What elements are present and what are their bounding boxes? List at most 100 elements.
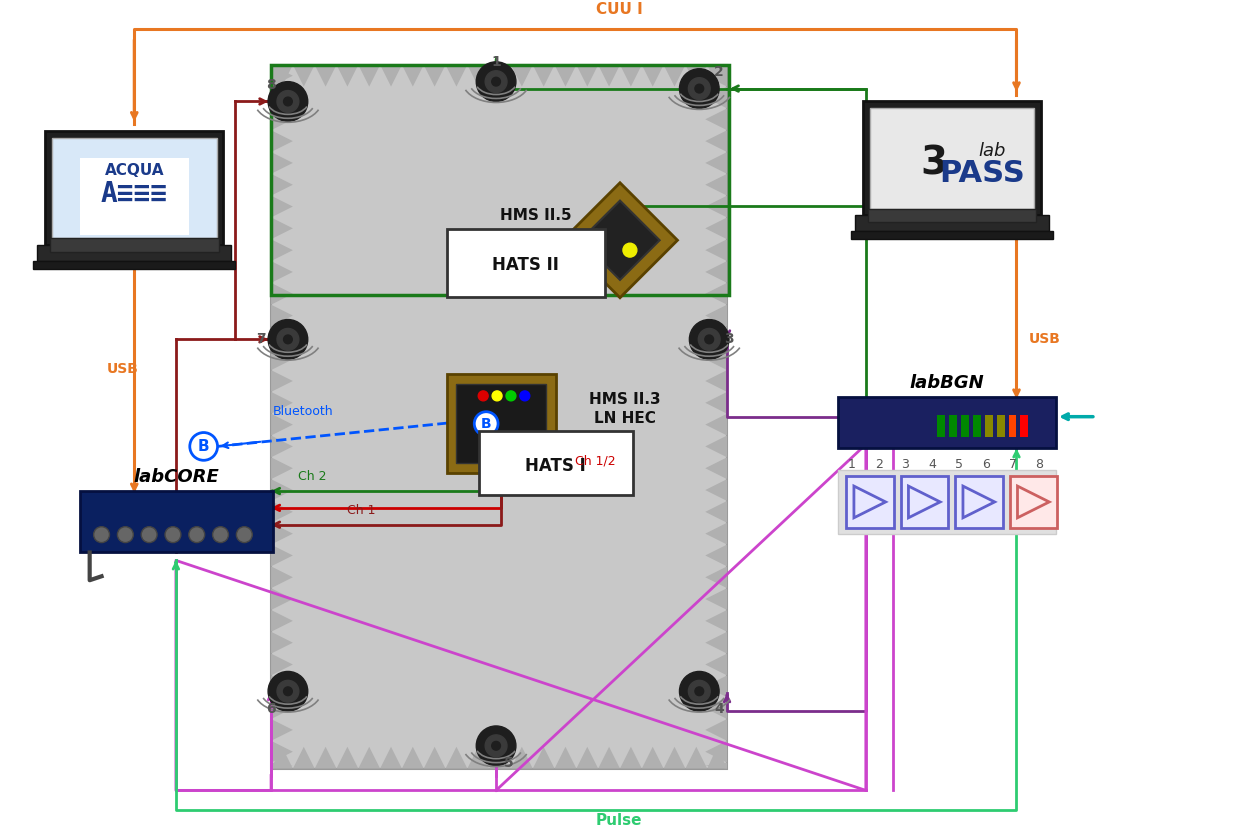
Polygon shape [271,632,293,654]
Polygon shape [271,523,293,545]
Polygon shape [271,196,293,218]
Circle shape [284,687,292,696]
Text: 3: 3 [921,145,948,183]
Polygon shape [706,370,727,392]
Bar [33,261,235,269]
Polygon shape [271,566,293,588]
Polygon shape [489,746,511,769]
Text: B: B [198,439,209,454]
Bar [838,470,1056,534]
Text: HATS I: HATS I [525,457,586,475]
Text: HATS II: HATS II [493,256,560,274]
Bar [838,397,1056,449]
Polygon shape [271,87,293,108]
Polygon shape [706,152,727,173]
Bar [997,414,1004,436]
Polygon shape [489,65,511,87]
Polygon shape [706,130,727,152]
Polygon shape [467,746,489,769]
Polygon shape [446,65,467,87]
Polygon shape [423,65,446,87]
Text: 4: 4 [714,702,724,716]
Text: A≡≡≡: A≡≡≡ [100,179,168,208]
Circle shape [269,319,308,359]
Polygon shape [271,697,293,719]
Text: 8: 8 [1035,458,1044,470]
Polygon shape [598,746,620,769]
Circle shape [520,391,530,401]
Text: B: B [480,417,491,430]
Polygon shape [706,261,727,283]
Circle shape [690,319,729,359]
Polygon shape [271,435,293,457]
Polygon shape [706,173,727,196]
Bar [79,491,274,552]
Polygon shape [271,588,293,610]
Polygon shape [706,676,727,697]
Text: 4: 4 [928,458,936,470]
Text: lab: lab [978,142,1005,160]
Circle shape [474,412,498,435]
Circle shape [695,84,703,93]
Polygon shape [271,108,293,130]
Circle shape [141,527,157,543]
Circle shape [695,687,703,696]
Polygon shape [555,746,577,769]
Polygon shape [271,239,293,261]
Bar [1020,414,1029,436]
Polygon shape [314,746,337,769]
Circle shape [269,82,308,121]
Circle shape [284,97,292,106]
Bar [479,430,633,495]
Text: USB: USB [106,362,139,376]
Circle shape [688,78,711,99]
Polygon shape [271,480,293,501]
Bar [961,414,969,436]
Text: 6: 6 [266,702,276,716]
Bar [50,239,219,252]
Text: Bluetooth: Bluetooth [274,405,334,418]
Polygon shape [271,326,293,349]
Polygon shape [271,173,293,196]
Bar [447,229,605,297]
Polygon shape [706,435,727,457]
Circle shape [491,741,500,750]
Polygon shape [706,741,727,762]
Polygon shape [337,746,358,769]
Polygon shape [271,283,293,304]
Polygon shape [706,610,727,632]
Polygon shape [706,326,727,349]
Polygon shape [706,65,727,87]
Polygon shape [706,523,727,545]
Polygon shape [271,676,293,697]
Circle shape [118,527,134,543]
Polygon shape [686,746,707,769]
Polygon shape [707,746,727,769]
Polygon shape [706,566,727,588]
Polygon shape [446,746,467,769]
Polygon shape [271,762,293,769]
Bar [1009,414,1016,436]
Polygon shape [706,283,727,304]
Bar [900,476,948,528]
Text: 2: 2 [714,65,724,78]
Text: 7: 7 [256,333,266,346]
Text: labCORE: labCORE [134,468,219,486]
Circle shape [165,527,181,543]
Polygon shape [271,746,293,769]
Bar [851,231,1054,239]
Circle shape [477,726,516,766]
Text: CUU I: CUU I [595,3,643,18]
Bar [855,215,1049,231]
Text: 5: 5 [954,458,963,470]
Bar [984,414,993,436]
Polygon shape [686,65,707,87]
Bar [447,374,556,473]
Polygon shape [706,588,727,610]
Circle shape [213,527,229,543]
Text: 8: 8 [266,78,276,92]
Polygon shape [271,218,293,239]
Polygon shape [271,501,293,523]
Circle shape [485,735,508,756]
Polygon shape [706,545,727,566]
